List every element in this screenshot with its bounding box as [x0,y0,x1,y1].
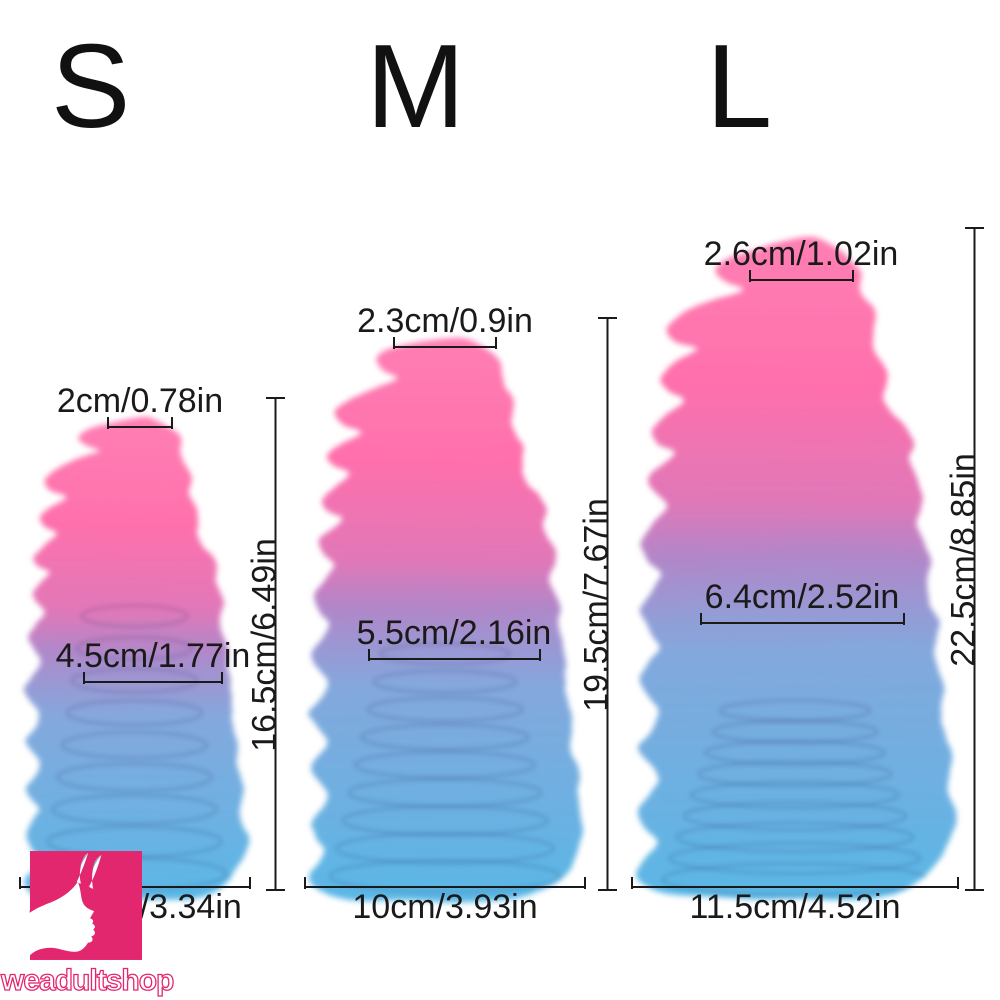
svg-text:2.3cm/0.9in: 2.3cm/0.9in [357,302,533,340]
svg-text:6.4cm/2.52in: 6.4cm/2.52in [705,578,900,616]
svg-text:22.5cm/8.85in: 22.5cm/8.85in [945,453,983,667]
svg-text:11.5cm/4.52in: 11.5cm/4.52in [689,888,900,926]
svg-text:19.5cm/7.67in: 19.5cm/7.67in [578,498,616,712]
svg-text:2cm/0.78in: 2cm/0.78in [57,382,223,420]
svg-text:10cm/3.93in: 10cm/3.93in [352,888,537,926]
svg-text:2.6cm/1.02in: 2.6cm/1.02in [704,235,899,273]
svg-text:16.5cm/6.49in: 16.5cm/6.49in [246,538,284,752]
svg-text:4.5cm/1.77in: 4.5cm/1.77in [56,637,251,675]
svg-text:weadultshop: weadultshop [0,964,174,997]
svg-text:5.5cm/2.16in: 5.5cm/2.16in [357,614,552,652]
